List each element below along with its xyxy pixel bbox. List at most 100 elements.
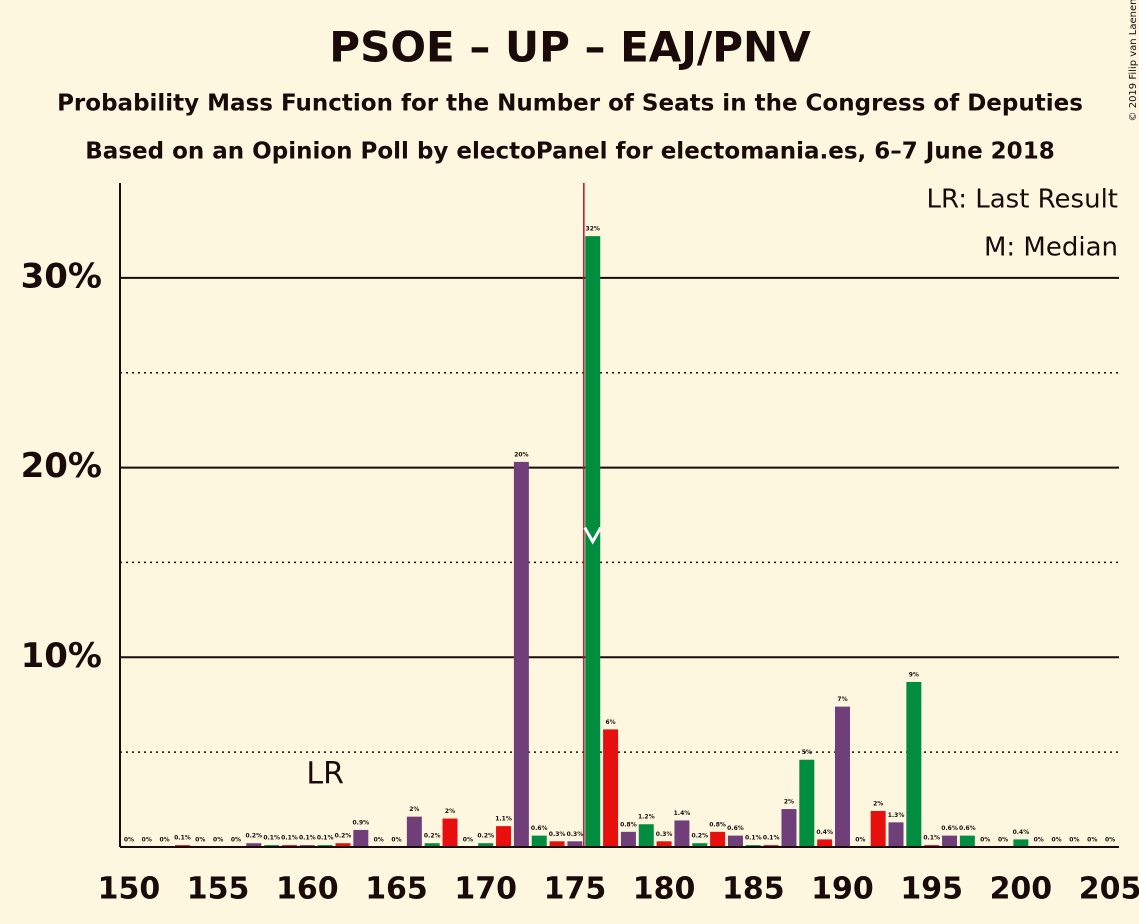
x-tick-label: 170	[454, 872, 517, 907]
value-label: 2%	[873, 800, 883, 807]
bar	[442, 818, 458, 847]
x-tick-label: 205	[1079, 872, 1139, 907]
value-label: 0.1%	[745, 835, 762, 842]
value-label: 0.2%	[424, 833, 441, 840]
bar	[799, 759, 815, 847]
bar	[959, 835, 975, 847]
value-label: 0.2%	[245, 833, 262, 840]
x-tick-label: 160	[276, 872, 339, 907]
value-label: 0.8%	[620, 821, 637, 828]
bar	[567, 841, 583, 847]
x-tick-label: 165	[365, 872, 428, 907]
value-label: 2%	[409, 806, 419, 813]
value-label: 0.6%	[959, 825, 976, 832]
value-label: 9%	[909, 671, 919, 678]
bar	[620, 831, 636, 847]
chart-title: PSOE – UP – EAJ/PNV	[329, 23, 811, 72]
value-label: 0%	[213, 837, 223, 844]
value-label: 0%	[374, 837, 384, 844]
x-tick-label: 155	[187, 872, 250, 907]
value-label: 0.1%	[263, 835, 280, 842]
copyright: © 2019 Filip van Laenen	[1128, 0, 1139, 121]
value-label: 0.2%	[691, 833, 708, 840]
value-label: 0%	[124, 837, 134, 844]
value-label: 0%	[463, 837, 473, 844]
bar	[531, 835, 547, 847]
value-label: 0.3%	[549, 831, 566, 838]
bar	[834, 706, 850, 847]
value-label: 0.3%	[656, 831, 673, 838]
value-label: 0%	[1087, 837, 1097, 844]
bar	[888, 822, 904, 847]
value-label: 0%	[1069, 837, 1079, 844]
value-label: 2%	[445, 808, 455, 815]
value-label: 1.3%	[888, 812, 905, 819]
value-label: 0.8%	[709, 821, 726, 828]
value-label: 0%	[1034, 837, 1044, 844]
value-label: 0%	[231, 837, 241, 844]
bar	[727, 835, 743, 847]
value-label: 0.1%	[317, 835, 334, 842]
bar	[603, 729, 619, 847]
last-result-label: LR	[306, 757, 344, 792]
x-tick-label: 185	[722, 872, 785, 907]
bar	[353, 829, 369, 847]
y-tick-label: 20%	[21, 446, 102, 486]
value-label: 0%	[195, 837, 205, 844]
value-label: 1.2%	[638, 814, 655, 821]
bar	[656, 841, 672, 847]
chart-subtitle: Probability Mass Function for the Number…	[57, 91, 1083, 117]
y-tick-label: 30%	[21, 256, 102, 296]
value-label: 1.1%	[495, 816, 512, 823]
x-tick-label: 180	[633, 872, 696, 907]
x-tick-label: 175	[544, 872, 607, 907]
value-label: 0%	[142, 837, 152, 844]
value-label: 0.4%	[816, 829, 833, 836]
y-tick-label: 10%	[21, 636, 102, 676]
bar	[692, 843, 708, 847]
bar	[1013, 839, 1029, 847]
bar	[710, 831, 726, 847]
bar	[246, 843, 262, 847]
bar	[549, 841, 565, 847]
value-label: 20%	[514, 451, 528, 458]
value-label: 0%	[1105, 837, 1115, 844]
x-tick-label: 190	[811, 872, 874, 907]
value-label: 0%	[980, 837, 990, 844]
value-label: 0.2%	[335, 833, 352, 840]
x-tick-label: 195	[900, 872, 963, 907]
bar	[781, 809, 797, 847]
bar	[406, 816, 422, 847]
value-label: 0.4%	[1013, 829, 1030, 836]
value-label: 32%	[586, 226, 600, 233]
value-label: 0.1%	[299, 835, 316, 842]
value-label: 0%	[160, 837, 170, 844]
bar	[906, 681, 922, 847]
value-label: 0.6%	[531, 825, 548, 832]
median-marker	[583, 526, 603, 545]
value-label: 0.9%	[353, 819, 370, 826]
bar	[870, 810, 886, 847]
bar	[513, 461, 529, 847]
value-label: 0.2%	[477, 833, 494, 840]
bar	[496, 826, 512, 847]
value-label: 2%	[784, 799, 794, 806]
bar	[424, 843, 440, 847]
value-label: 7%	[837, 696, 847, 703]
value-label: 1.4%	[674, 810, 691, 817]
x-tick-label: 150	[98, 872, 161, 907]
chart-subtitle: Based on an Opinion Poll by electoPanel …	[85, 139, 1054, 165]
bar	[942, 835, 958, 847]
value-label: 0.6%	[941, 825, 958, 832]
bar	[335, 843, 351, 847]
value-label: 0.1%	[281, 835, 298, 842]
value-label: 0%	[855, 837, 865, 844]
bar	[674, 820, 690, 847]
legend-entry: LR: Last Result	[926, 185, 1118, 215]
value-label: 0%	[1051, 837, 1061, 844]
value-label: 0.1%	[763, 835, 780, 842]
value-label: 0.3%	[567, 831, 584, 838]
